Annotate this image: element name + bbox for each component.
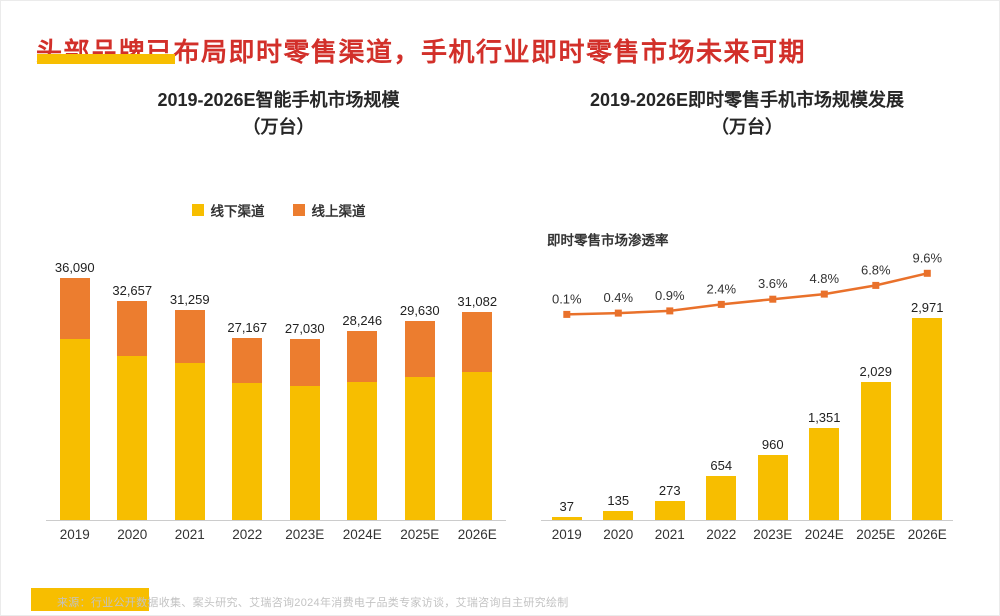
title-accent-bar: [37, 54, 175, 64]
x-axis-label: 2025E: [856, 527, 896, 542]
stacked-bar-column: 31,082: [449, 259, 507, 520]
offline-bar-segment: [59, 339, 90, 520]
offline-bar-segment: [289, 386, 320, 520]
x-axis-label: 2024E: [342, 527, 382, 542]
offline-bar-segment: [404, 377, 435, 520]
retail-bar: [860, 382, 891, 520]
instant-retail-x-axis: 2019 2020 2021 2022 2023E 2024E 2025E 2026E: [541, 527, 953, 542]
bar-total-label: 31,259: [169, 292, 210, 307]
x-axis-label: 2021: [174, 527, 205, 542]
offline-bar-segment: [174, 363, 205, 520]
bar-value-label: 2,029: [859, 364, 893, 379]
x-axis-label: 2023E: [753, 527, 793, 542]
offline-legend-swatch: [191, 204, 204, 216]
retail-bar-column: 2,029: [850, 251, 902, 520]
online-bar-segment: [117, 301, 148, 356]
smartphone-chart-unit: （万台）: [242, 117, 315, 137]
x-axis-label: 2024E: [804, 527, 844, 542]
offline-bar-segment: [232, 383, 263, 520]
retail-bar-column: 37: [541, 251, 593, 520]
instant-retail-bar-plot: 0.1% 0.4% 0.9% 2.4% 3.6% 4.8% 6.8% 9.6% 37 135 27…: [541, 250, 954, 521]
x-axis-label: 2019: [551, 527, 582, 542]
bar-total-label: 29,630: [399, 303, 440, 318]
online-legend-label: 线上渠道: [311, 204, 366, 219]
online-bar-segment: [59, 278, 90, 339]
smartphone-chart-title-text: 2019-2026E智能手机市场规模: [157, 90, 400, 110]
x-axis-label: 2022: [706, 527, 737, 542]
retail-bar-column: 654: [696, 251, 748, 520]
stacked-bar-column: 27,167: [219, 259, 277, 520]
bar-total-label: 36,090: [54, 260, 95, 275]
smartphone-x-axis: 2019 2020 2021 2022 2023E 2024E 2025E 2026E: [46, 527, 506, 542]
online-bar-segment: [404, 321, 435, 377]
bar-value-label: 960: [761, 437, 784, 452]
channel-legend: 线下渠道 线上渠道: [46, 200, 511, 220]
stacked-bar-column: 36,090: [46, 259, 104, 520]
source-note: 来源：行业公开数据收集、案头研究、艾瑞咨询2024年消费电子品类专家访谈，艾瑞咨…: [57, 597, 569, 609]
online-bar-segment: [232, 338, 263, 383]
bar-value-label: 1,351: [807, 410, 841, 425]
offline-bar-segment: [117, 356, 148, 520]
x-axis-label: 2025E: [400, 527, 440, 542]
bar-value-label: 37: [559, 499, 574, 514]
offline-legend-label: 线下渠道: [210, 204, 265, 219]
online-bar-segment: [347, 331, 378, 382]
online-bar-segment: [289, 339, 320, 386]
retail-bar: [809, 428, 840, 520]
instant-retail-chart-unit: （万台）: [711, 117, 783, 137]
bar-value-label: 135: [607, 493, 630, 508]
retail-bar: [603, 511, 634, 520]
instant-retail-chart-title-text: 2019-2026E即时零售手机市场规模发展: [589, 90, 905, 110]
bar-total-label: 27,030: [284, 321, 325, 336]
retail-bar-column: 273: [644, 251, 696, 520]
x-axis-label: 2026E: [907, 527, 947, 542]
bar-total-label: 32,657: [112, 283, 153, 298]
retail-bar-column: 960: [747, 251, 799, 520]
retail-bar-column: 1,351: [799, 251, 851, 520]
penetration-rate-label: 即时零售市场渗透率: [547, 233, 669, 248]
x-axis-label: 2019: [59, 527, 90, 542]
offline-bar-segment: [347, 382, 378, 520]
retail-bar: [654, 501, 685, 520]
x-axis-label: 2020: [603, 527, 634, 542]
retail-bar: [706, 476, 737, 520]
online-bar-segment: [462, 312, 493, 372]
smartphone-stacked-bar-plot: 36,090 32,657 31,259 27,167 27,030 28,246 29,6…: [46, 259, 506, 521]
retail-bar-column: 135: [593, 251, 645, 520]
bar-value-label: 2,971: [910, 300, 944, 315]
online-legend-swatch: [292, 204, 305, 216]
stacked-bar-column: 32,657: [104, 259, 162, 520]
x-axis-label: 2020: [117, 527, 148, 542]
bar-value-label: 273: [658, 483, 681, 498]
x-axis-label: 2022: [232, 527, 263, 542]
retail-bar: [912, 318, 943, 520]
stacked-bar-column: 31,259: [161, 259, 219, 520]
smartphone-chart-title: 2019-2026E智能手机市场规模 （万台）: [46, 87, 511, 141]
online-bar-segment: [174, 310, 205, 363]
footer-accent-block: [31, 588, 149, 611]
bar-total-label: 31,082: [457, 294, 498, 309]
offline-bar-segment: [462, 372, 493, 520]
stacked-bar-column: 29,630: [391, 259, 449, 520]
stacked-bar-column: 28,246: [334, 259, 392, 520]
x-axis-label: 2023E: [285, 527, 325, 542]
instant-retail-chart-title: 2019-2026E即时零售手机市场规模发展 （万台）: [521, 87, 973, 141]
stacked-bar-column: 27,030: [276, 259, 334, 520]
bar-total-label: 28,246: [342, 313, 383, 328]
retail-bar: [757, 455, 788, 520]
retail-bar: [551, 517, 582, 520]
legend-item-offline: 线下渠道: [191, 200, 265, 220]
legend-item-online: 线上渠道: [292, 200, 366, 220]
x-axis-label: 2026E: [457, 527, 497, 542]
x-axis-label: 2021: [654, 527, 685, 542]
bar-value-label: 654: [710, 458, 733, 473]
retail-bar-column: 2,971: [902, 251, 954, 520]
bar-total-label: 27,167: [227, 320, 268, 335]
